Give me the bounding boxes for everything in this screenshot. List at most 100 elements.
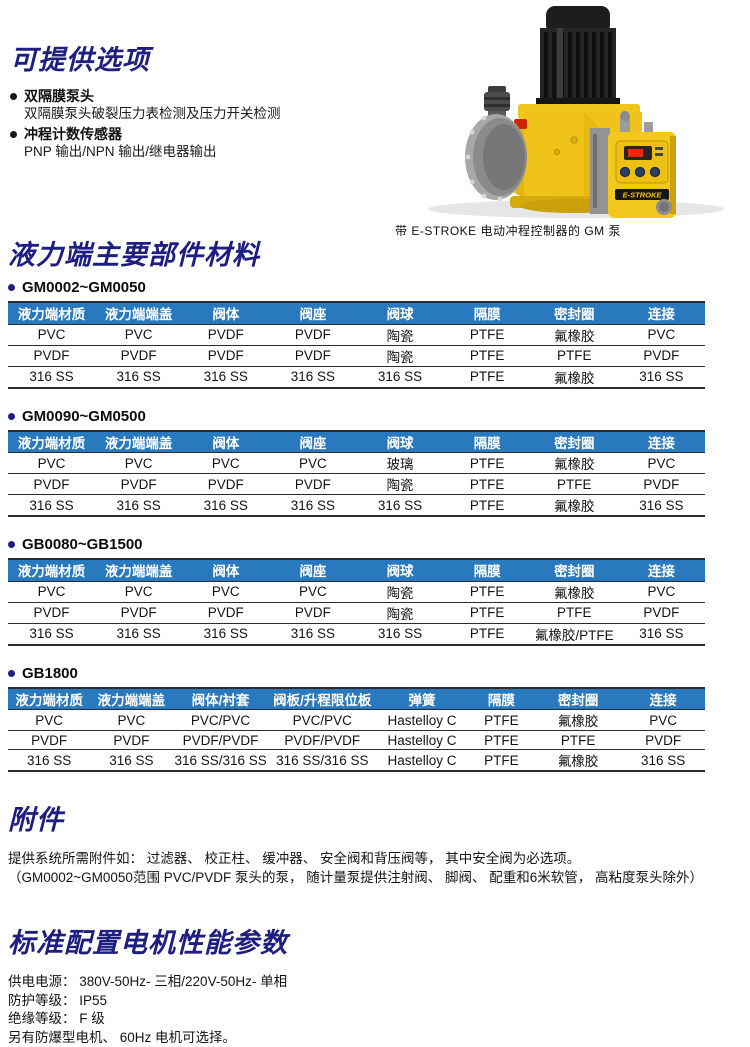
motor-line: 绝缘等级： F 级: [8, 1010, 750, 1029]
table-cell: PVDF: [8, 474, 95, 495]
table-cell: 316 SS: [269, 366, 356, 388]
table-cell: Hastelloy C: [376, 750, 468, 772]
table-cell: PVDF: [182, 324, 269, 345]
bullet-icon: [8, 413, 15, 420]
table-cell: 316 SS: [618, 366, 705, 388]
table-header-cell: 液力端端盖: [90, 688, 172, 710]
table-cell: PTFE: [468, 750, 535, 772]
table-cell: PVDF: [182, 474, 269, 495]
table-cell: PVDF: [8, 345, 95, 366]
table-cell: PVDF: [618, 345, 705, 366]
document-page: 可提供选项 双隔膜泵头 双隔膜泵头破裂压力表检测及压力开关检测 冲程计数传感器 …: [0, 0, 750, 924]
model-range-label: GB0080~GB1500: [22, 536, 143, 553]
table-cell: PTFE: [444, 324, 531, 345]
table-cell: PVDF: [8, 602, 95, 623]
table-cell: PVDF: [269, 324, 356, 345]
accessories-section: 附件 提供系统所需附件如： 过滤器、 校正柱、 缓冲器、 安全阀和背压阀等， 其…: [8, 798, 750, 887]
table-cell: PTFE: [531, 345, 618, 366]
option-label: 冲程计数传感器: [24, 125, 122, 143]
bullet-icon: [10, 131, 17, 138]
motor-line: 供电电源： 380V-50Hz- 三相/220V-50Hz- 单相: [8, 973, 750, 992]
table-cell: 陶瓷: [357, 602, 444, 623]
accessories-section-title: 附件: [8, 798, 750, 837]
table-header-row: 液力端材质液力端端盖阀体/衬套阀板/升程限位板弹簧隔膜密封圈连接: [8, 688, 705, 710]
table-cell: 316 SS: [8, 495, 95, 517]
table-cell: PTFE: [444, 602, 531, 623]
table-cell: PVC: [182, 581, 269, 602]
model-range-heading: GM0090~GM0500: [8, 408, 705, 425]
table-cell: PVDF: [95, 345, 182, 366]
table-cell: 316 SS: [269, 623, 356, 645]
table-cell: 316 SS: [182, 495, 269, 517]
table-header-cell: 阀体: [182, 559, 269, 581]
table-header-cell: 液力端端盖: [95, 559, 182, 581]
bullet-icon: [8, 670, 15, 677]
table-cell: PTFE: [535, 731, 621, 750]
table-header-cell: 液力端材质: [8, 688, 90, 710]
motor-line: 另有防爆型电机、 60Hz 电机可选择。: [8, 1029, 750, 1047]
table-header-cell: 液力端材质: [8, 559, 95, 581]
table-header-cell: 阀座: [269, 302, 356, 324]
table-cell: 316 SS: [357, 366, 444, 388]
table-header-cell: 阀板/升程限位板: [269, 688, 376, 710]
table-cell: PVC: [621, 710, 705, 731]
table-header-cell: 阀球: [357, 559, 444, 581]
model-range-label: GM0090~GM0500: [22, 408, 146, 425]
table-cell: 316 SS: [95, 623, 182, 645]
table-header-row: 液力端材质液力端端盖阀体阀座阀球隔膜密封圈连接: [8, 302, 705, 324]
table-cell: 陶瓷: [357, 474, 444, 495]
table-header-cell: 液力端材质: [8, 302, 95, 324]
table-cell: PTFE: [444, 366, 531, 388]
bullet-icon: [8, 284, 15, 291]
table-cell: 氟橡胶/PTFE: [531, 623, 618, 645]
table-cell: PVDF: [95, 602, 182, 623]
table-cell: 氟橡胶: [535, 710, 621, 731]
motor-section: 标准配置电机性能参数 供电电源： 380V-50Hz- 三相/220V-50Hz…: [8, 921, 750, 1047]
table-cell: 316 SS: [618, 495, 705, 517]
table-cell: PTFE: [468, 710, 535, 731]
accessories-line: 提供系统所需附件如： 过滤器、 校正柱、 缓冲器、 安全阀和背压阀等， 其中安全…: [8, 849, 750, 868]
table-cell: PVC: [8, 453, 95, 474]
table-cell: PVDF: [269, 474, 356, 495]
table-header-cell: 阀体: [182, 302, 269, 324]
table-cell: PVC: [618, 581, 705, 602]
table-cell: PVC: [95, 581, 182, 602]
table-cell: PVC: [182, 453, 269, 474]
table-cell: PVDF: [95, 474, 182, 495]
table-cell: 氟橡胶: [531, 366, 618, 388]
table-cell: 陶瓷: [357, 581, 444, 602]
table-cell: 316 SS: [182, 366, 269, 388]
table-header-cell: 阀球: [357, 302, 444, 324]
table-header-cell: 连接: [618, 302, 705, 324]
table-cell: Hastelloy C: [376, 731, 468, 750]
table-cell: PTFE: [444, 623, 531, 645]
table-cell: 氟橡胶: [531, 453, 618, 474]
table-cell: PVDF: [618, 602, 705, 623]
table-cell: 316 SS: [8, 366, 95, 388]
table-cell: PTFE: [444, 581, 531, 602]
table-cell: PVDF: [269, 602, 356, 623]
table-cell: 氟橡胶: [531, 495, 618, 517]
table-cell: 316 SS: [90, 750, 172, 772]
table-header-cell: 阀座: [269, 431, 356, 453]
table-header-cell: 隔膜: [468, 688, 535, 710]
model-range-label: GB1800: [22, 665, 78, 682]
table-cell: 316 SS: [618, 623, 705, 645]
table-header-cell: 连接: [618, 559, 705, 581]
table-cell: PVDF: [182, 345, 269, 366]
table-header-cell: 阀体: [182, 431, 269, 453]
